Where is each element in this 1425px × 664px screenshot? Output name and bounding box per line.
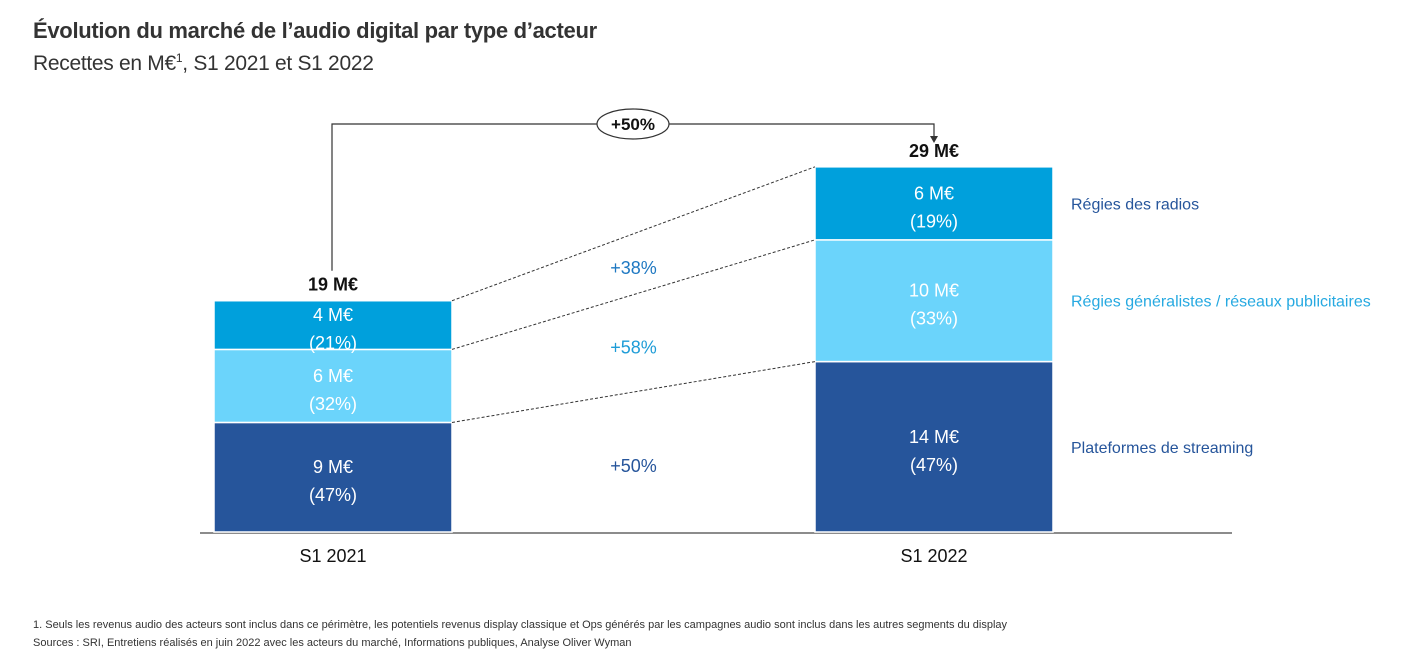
chart-subtitle: Recettes en M€1, S1 2021 et S1 2022 <box>33 51 374 76</box>
subtitle-suffix: , S1 2021 et S1 2022 <box>182 52 374 75</box>
total-label: 19 M€ <box>308 275 358 295</box>
segment-value-label: 6 M€ <box>313 366 353 386</box>
segment-share-label: (47%) <box>910 455 958 475</box>
segment-value-label: 6 M€ <box>914 183 954 203</box>
footnote-1: 1. Seuls les revenus audio des acteurs s… <box>33 619 1008 631</box>
legend-label: Régies des radios <box>1071 196 1199 213</box>
segment-share-label: (33%) <box>910 309 958 329</box>
segment-share-label: (32%) <box>309 394 357 414</box>
segment-growth-label: +38% <box>610 258 657 278</box>
segment-share-label: (19%) <box>910 211 958 231</box>
footnote-marker: 1 <box>175 51 183 65</box>
segment-share-label: (47%) <box>309 485 357 505</box>
segment-value-label: 10 M€ <box>909 281 959 301</box>
segment-value-label: 9 M€ <box>313 457 353 477</box>
overall-growth-label: +50% <box>611 115 655 134</box>
category-label: S1 2022 <box>900 546 967 566</box>
bar-segment <box>213 299 453 351</box>
legend-label: Régies généralistes / réseaux publicitai… <box>1071 294 1371 311</box>
connector-dashed-line <box>451 239 816 350</box>
connector-dashed-line <box>451 361 816 423</box>
segment-value-label: 4 M€ <box>313 305 353 325</box>
total-label: 29 M€ <box>909 141 959 161</box>
segment-share-label: (21%) <box>309 333 357 353</box>
segment-value-label: 14 M€ <box>909 427 959 447</box>
overall-growth-badge <box>596 108 670 140</box>
subtitle-prefix: Recettes en M€ <box>33 52 176 75</box>
bar-segment <box>814 166 1054 241</box>
segment-growth-label: +50% <box>610 456 657 476</box>
category-label: S1 2021 <box>299 546 366 566</box>
segment-growth-label: +58% <box>610 337 657 357</box>
legend-label: Plateformes de streaming <box>1071 440 1253 457</box>
bar-segment <box>213 348 453 424</box>
chart-title: Évolution du marché de l’audio digital p… <box>33 18 597 43</box>
arrow-down-icon <box>930 136 938 143</box>
connector-dashed-line <box>451 166 816 302</box>
footnote-sources: Sources : SRI, Entretiens réalisés en ju… <box>33 637 632 649</box>
bar-segment <box>213 421 453 533</box>
